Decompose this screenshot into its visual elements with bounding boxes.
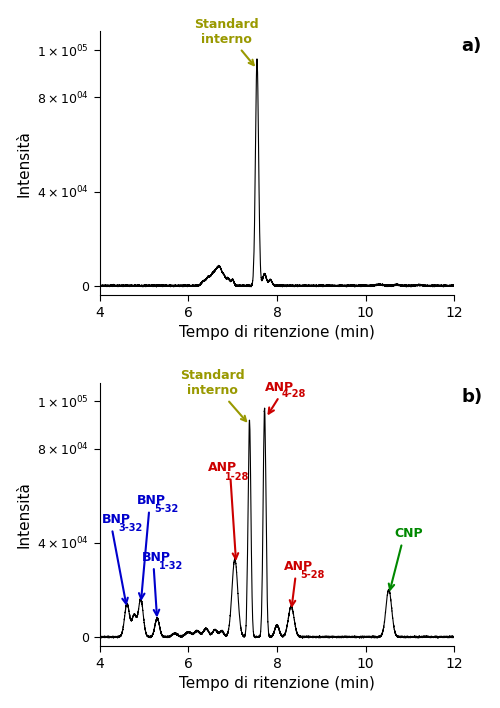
X-axis label: Tempo di ritenzione (min): Tempo di ritenzione (min) xyxy=(179,325,375,340)
Text: Standard
interno: Standard interno xyxy=(180,369,246,421)
Text: b): b) xyxy=(462,388,482,406)
Text: ANP: ANP xyxy=(284,560,313,573)
Y-axis label: Intensità: Intensità xyxy=(16,130,32,197)
Y-axis label: Intensità: Intensità xyxy=(16,481,32,548)
Text: BNP: BNP xyxy=(137,494,166,508)
Text: 5-28: 5-28 xyxy=(300,571,325,581)
Text: a): a) xyxy=(462,37,482,55)
Text: 5-32: 5-32 xyxy=(154,505,178,515)
Text: 4-28: 4-28 xyxy=(282,389,306,399)
Text: 3-32: 3-32 xyxy=(118,523,143,533)
Text: 1-32: 1-32 xyxy=(158,561,183,571)
Text: ANP: ANP xyxy=(208,462,238,474)
Text: BNP: BNP xyxy=(102,513,130,526)
Text: BNP: BNP xyxy=(142,551,171,564)
Text: 1-28: 1-28 xyxy=(225,472,250,481)
Text: CNP: CNP xyxy=(394,527,423,540)
X-axis label: Tempo di ritenzione (min): Tempo di ritenzione (min) xyxy=(179,676,375,691)
Text: ANP: ANP xyxy=(264,382,294,394)
Text: Standard
interno: Standard interno xyxy=(194,18,258,65)
